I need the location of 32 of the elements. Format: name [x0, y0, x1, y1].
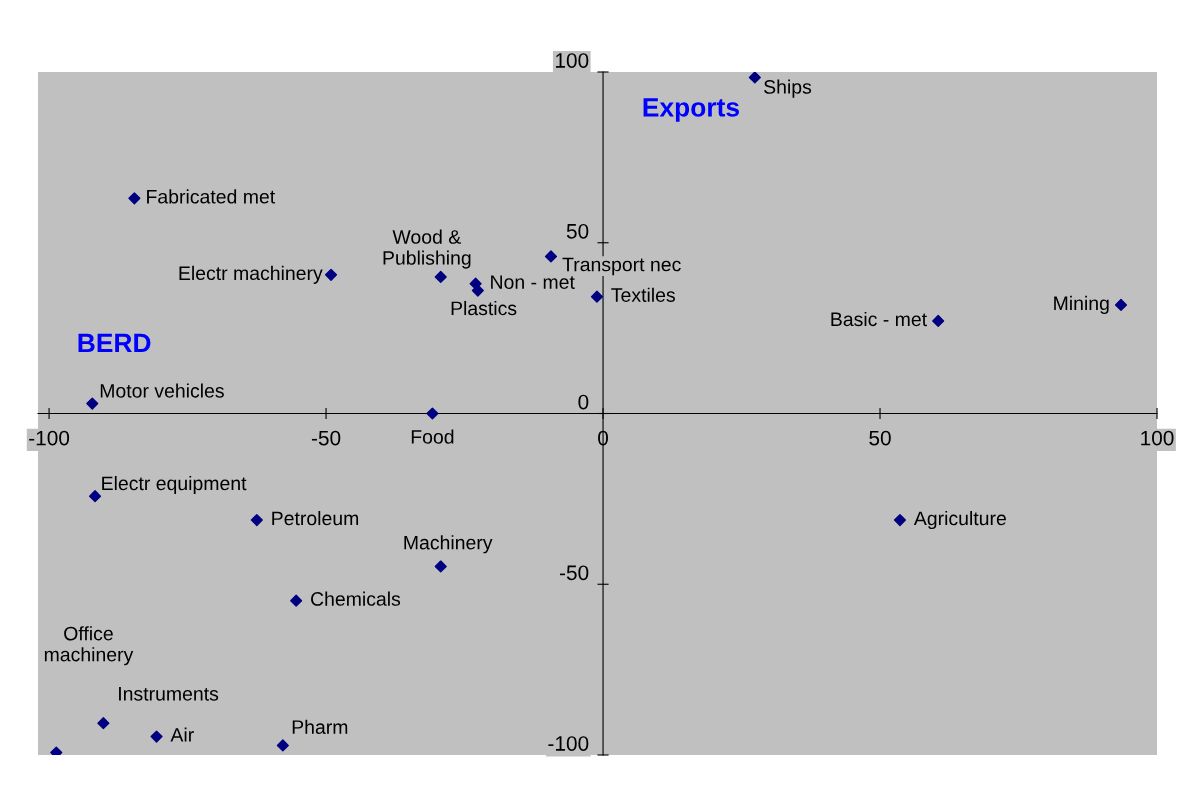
y-tick-label: 50 — [566, 223, 589, 239]
annotation: Agriculture — [913, 510, 1006, 530]
x-axis-title: BERD — [78, 333, 151, 353]
annotation: Basic - met — [831, 311, 927, 327]
annotation: Food — [411, 429, 454, 444]
annotation: Petroleum — [272, 510, 359, 526]
annotation: Machinery — [404, 535, 493, 554]
annotation: Wood & Publishing — [383, 229, 471, 269]
y-tick-label: -100 — [548, 736, 589, 751]
annotation: Fabricated met — [147, 189, 276, 204]
y-tick-label: 0 — [578, 394, 589, 410]
y-axis-title: Exports — [643, 98, 739, 122]
annotation: Air — [170, 727, 194, 742]
annotation: Ships — [764, 79, 812, 98]
annotation: Chemicals — [311, 591, 401, 606]
annotation: Textiles — [611, 287, 675, 302]
annotation: Plastics — [451, 300, 517, 316]
annotation: Electr equipment — [102, 475, 247, 495]
y-tick-label: 100 — [555, 53, 589, 68]
x-tick-label: -50 — [311, 430, 341, 446]
annotation: Pharm — [292, 719, 348, 734]
annotation: Motor vehicles — [100, 383, 224, 398]
annotation: Instruments — [119, 687, 219, 701]
y-tick-label: -50 — [559, 565, 589, 581]
x-tick-label: 50 — [869, 430, 891, 446]
annotation: Transport nec — [562, 257, 681, 276]
annotation: Electr machinery — [179, 265, 323, 284]
annotation: Mining — [1054, 295, 1109, 314]
x-tick-label: -100 — [29, 430, 70, 446]
annotation: Non - met — [491, 275, 575, 289]
annotation: Office machinery — [44, 626, 134, 666]
x-tick-label: 100 — [1141, 430, 1174, 446]
